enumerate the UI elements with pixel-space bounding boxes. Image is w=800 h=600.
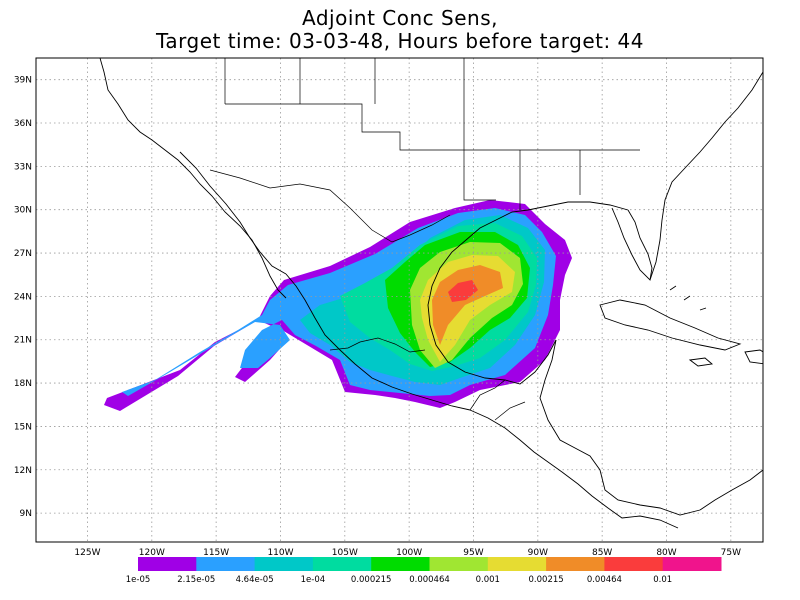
lat-tick-label: 18N <box>14 379 32 389</box>
colorbar-swatch <box>662 557 722 571</box>
colorbar-label: 0.000464 <box>409 575 450 585</box>
colorbar-swatch <box>546 557 605 571</box>
map-subtitle: Target time: 03-03-48, Hours before targ… <box>155 29 645 53</box>
political-boundaries <box>209 58 640 421</box>
lat-tick-label: 15N <box>14 422 32 432</box>
colorbar-label: 0.000215 <box>351 575 392 585</box>
lon-tick-label: 95W <box>463 548 483 558</box>
colorbar-swatch <box>429 557 489 571</box>
colorbar-label: 4.64e-05 <box>236 575 274 585</box>
colorbar-swatch <box>604 557 664 571</box>
lon-tick-label: 105W <box>332 548 358 558</box>
colorbar-label: 2.15e-05 <box>177 575 215 585</box>
lat-tick-label: 9N <box>20 509 32 519</box>
lon-tick-label: 100W <box>396 548 422 558</box>
lon-tick-label: 85W <box>592 548 612 558</box>
latitude-labels: 39N 36N 33N 30N 27N 24N 21N 18N 15N 12N 9N <box>14 76 32 519</box>
lat-tick-label: 39N <box>14 76 32 86</box>
colorbar-swatch <box>254 557 314 571</box>
colorbar-swatch <box>487 557 547 571</box>
colorbar-label: 0.00215 <box>529 575 564 585</box>
colorbar-label: 0.00464 <box>587 575 622 585</box>
lat-tick-label: 36N <box>14 119 32 129</box>
map-frame <box>35 57 764 543</box>
lon-tick-label: 125W <box>74 548 100 558</box>
lat-tick-label: 30N <box>14 206 32 216</box>
lat-tick-label: 21N <box>14 336 32 346</box>
longitude-labels: 125W 120W 115W 110W 105W 100W 95W 90W 85W 80W 75W <box>74 548 741 558</box>
colorbar-label: 0.01 <box>653 575 672 585</box>
lon-tick-label: 115W <box>203 548 229 558</box>
lon-tick-label: 110W <box>267 548 293 558</box>
colorbar <box>138 557 722 571</box>
lon-tick-label: 120W <box>139 548 165 558</box>
lat-tick-label: 33N <box>14 162 32 172</box>
contour-level-8 <box>432 265 503 345</box>
lon-tick-label: 90W <box>528 548 548 558</box>
coastlines <box>99 58 763 529</box>
lon-tick-label: 80W <box>656 548 676 558</box>
map-title: Adjoint Conc Sens, <box>302 6 498 30</box>
lat-tick-label: 27N <box>14 249 32 259</box>
lon-tick-label: 75W <box>721 548 741 558</box>
lat-tick-label: 12N <box>14 466 32 476</box>
colorbar-swatch <box>196 557 256 571</box>
colorbar-swatch <box>312 557 372 571</box>
colorbar-label: 0.001 <box>476 575 500 585</box>
colorbar-label: 1e-04 <box>301 575 326 585</box>
colorbar-label: 1e-05 <box>126 575 151 585</box>
colorbar-labels: 1e-05 2.15e-05 4.64e-05 1e-04 0.000215 0.0004… <box>126 575 672 585</box>
colorbar-swatch <box>371 557 430 571</box>
lat-tick-label: 24N <box>14 292 32 302</box>
colorbar-swatch <box>138 557 197 571</box>
